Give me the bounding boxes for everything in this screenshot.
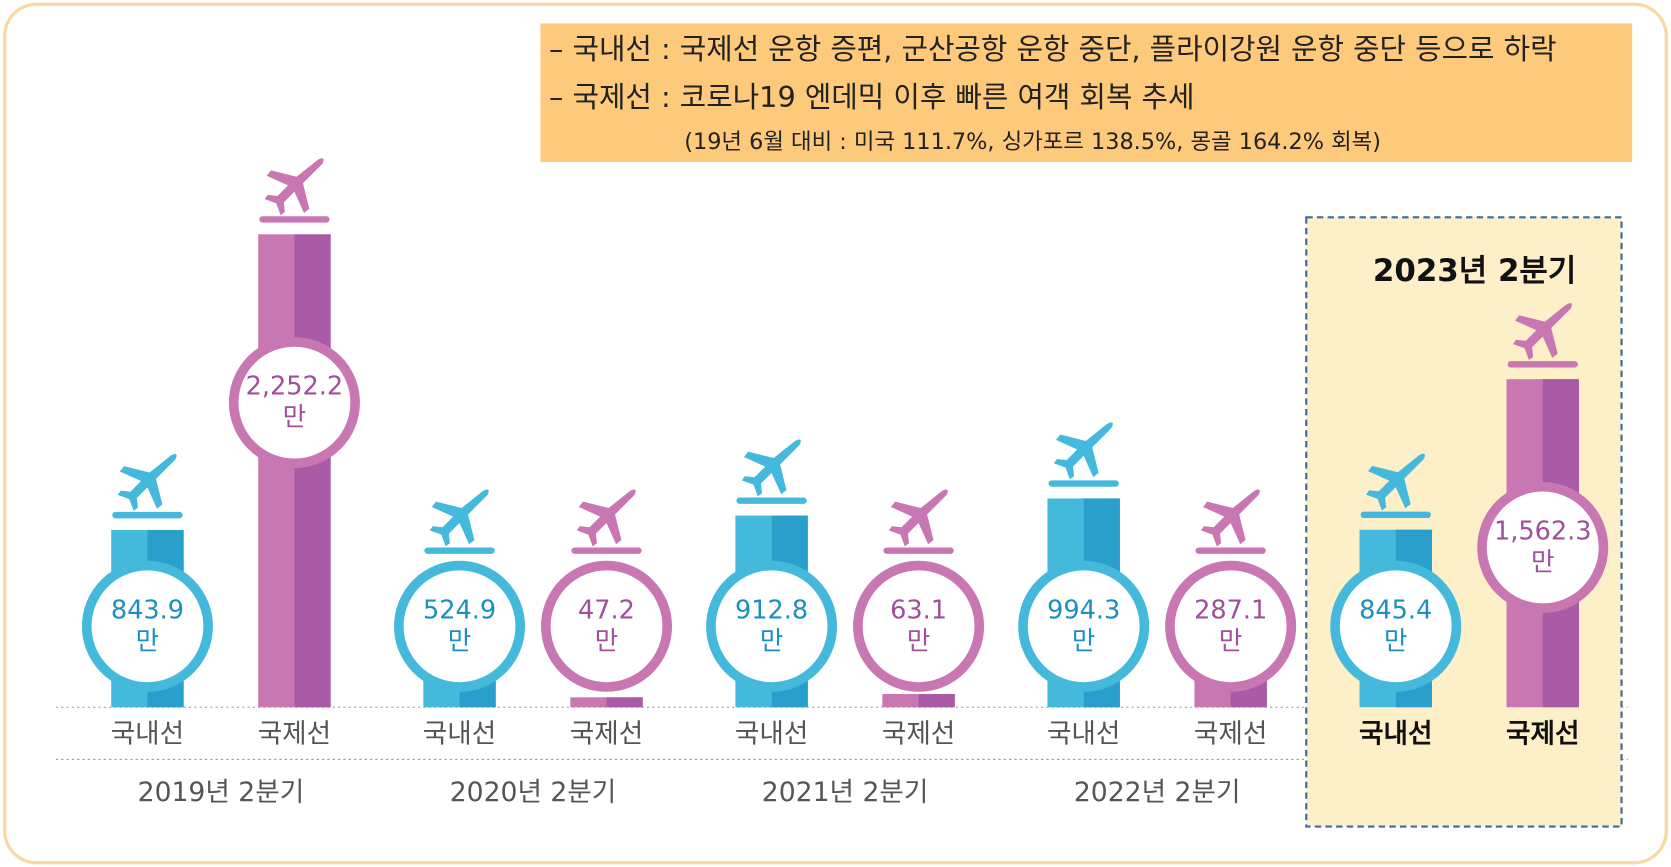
value-badge — [1165, 560, 1297, 692]
unit-label: 만 — [760, 626, 784, 656]
plane-stand — [1507, 361, 1578, 368]
value-badge — [853, 560, 985, 692]
note: (19년 6월 대비 : 미국 111.7%, 싱가포르 138.5%, 몽골 … — [684, 129, 1381, 155]
value-badge — [540, 560, 673, 692]
value-label: 63.1 — [890, 595, 947, 625]
value-label: 1,562.3 — [1494, 517, 1592, 547]
unit-label: 만 — [136, 626, 160, 656]
value-label: 845.4 — [1359, 595, 1432, 625]
note: – 국제선 : 코로나19 엔데믹 이후 빠른 여객 회복 추세 — [549, 80, 1194, 114]
unit-label: 만 — [1531, 547, 1555, 577]
note: – 국내선 : 국제선 운항 증편, 군산공항 운항 중단, 플라이강원 운항 … — [549, 32, 1557, 66]
value-badge — [1330, 560, 1462, 692]
value-label: 524.9 — [423, 595, 496, 625]
category-label: 2023년 2분기 — [1373, 253, 1576, 289]
plane-stand — [424, 547, 495, 554]
series-label: 국내선 — [1359, 718, 1432, 749]
unit-label: 만 — [1219, 626, 1243, 656]
unit-label: 만 — [448, 626, 472, 656]
value-label: 287.1 — [1194, 595, 1267, 625]
value-label: 912.8 — [735, 595, 808, 625]
value-label: 994.3 — [1047, 595, 1120, 625]
category-label: 2020년 2분기 — [450, 777, 617, 808]
series-label: 국제선 — [570, 718, 643, 749]
plane-stand — [736, 497, 807, 504]
value-badge — [394, 560, 526, 692]
plane-stand — [1360, 511, 1431, 519]
series-label: 국제선 — [258, 718, 331, 749]
unit-label: 만 — [1072, 626, 1096, 656]
series-label: 국내선 — [735, 718, 808, 749]
bar-shade — [606, 697, 643, 708]
value-label: 2,252.2 — [246, 372, 344, 402]
value-label: 47.2 — [578, 595, 635, 625]
value-badge — [81, 560, 213, 692]
series-label: 국내선 — [111, 718, 184, 749]
unit-label: 만 — [907, 626, 931, 656]
series-label: 국제선 — [1194, 718, 1267, 749]
series-label: 국내선 — [1047, 718, 1120, 749]
category-label: 2021년 2분기 — [762, 777, 929, 808]
value-label: 843.9 — [111, 595, 184, 625]
series-label: 국제선 — [1506, 718, 1579, 749]
value-badge — [706, 560, 838, 692]
plane-stand — [1195, 547, 1266, 554]
plane-stand — [883, 547, 954, 554]
plane-stand — [1048, 480, 1119, 487]
category-label: 2022년 2분기 — [1074, 777, 1241, 808]
series-label: 국내선 — [423, 718, 496, 749]
series-label: 국제선 — [882, 718, 955, 749]
unit-label: 만 — [595, 626, 619, 656]
value-badge — [228, 337, 360, 469]
plane-stand — [112, 511, 183, 519]
value-badge — [1018, 560, 1150, 692]
unit-label: 만 — [1384, 626, 1408, 656]
plane-stand — [571, 547, 642, 554]
note-box — [540, 23, 1633, 162]
plane-stand — [259, 216, 330, 223]
bar-shade — [294, 234, 331, 708]
bar-shade — [918, 693, 955, 708]
category-label: 2019년 2분기 — [138, 777, 305, 808]
unit-label: 만 — [283, 403, 307, 433]
value-badge — [1477, 481, 1609, 613]
